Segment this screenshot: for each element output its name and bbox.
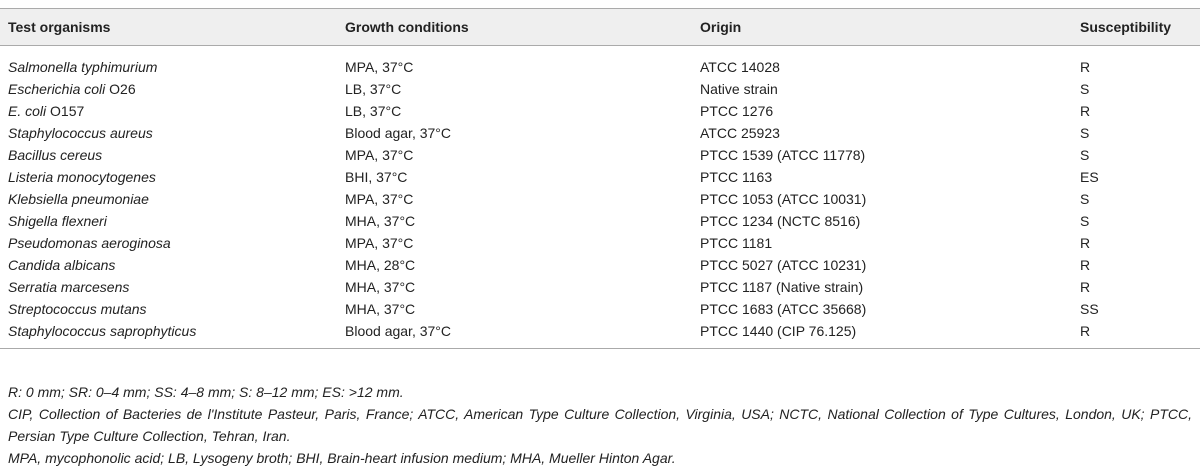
- table-cell: PTCC 1234 (NCTC 8516): [700, 213, 861, 229]
- table-cell: MPA, 37°C: [345, 191, 414, 207]
- table-cell: PTCC 1187 (Native strain): [700, 279, 864, 295]
- table-cell: ATCC 25923: [700, 125, 780, 141]
- header-row: Test organisms Growth conditions Origin Sus…: [0, 8, 1200, 46]
- table-cell: PTCC 1181: [700, 235, 773, 251]
- table-cell: LB, 37°C: [345, 103, 402, 119]
- organism-cell: Shigella flexneri: [0, 210, 337, 232]
- table-cell: S: [1080, 81, 1090, 97]
- table-cell: S: [1080, 125, 1090, 141]
- table-row: Pseudomonas aeroginosa MPA, 37°C PTCC 1181…: [0, 232, 1200, 254]
- table-row: Streptococcus mutans MHA, 37°C PTCC 1683 (…: [0, 298, 1200, 320]
- organism-cell: E. coli O157: [0, 100, 337, 122]
- table-cell: R: [1080, 257, 1091, 273]
- table-row: Listeria monocytogenes BHI, 37°C PTCC 1163…: [0, 166, 1200, 188]
- organism-cell: Candida albicans: [0, 254, 337, 276]
- organism-name: Salmonella typhimurium: [8, 59, 158, 75]
- organism-name: Streptococcus mutans: [8, 301, 147, 317]
- table-cell: PTCC 1440 (CIP 76.125): [700, 323, 857, 339]
- organism-cell: Staphylococcus aureus: [0, 122, 337, 144]
- organism-cell: Serratia marcesens: [0, 276, 337, 298]
- table-cell: MPA, 37°C: [345, 235, 414, 251]
- table-cell: S: [1080, 191, 1090, 207]
- table-cell: MHA, 37°C: [345, 279, 416, 295]
- data-table: Test organisms Growth conditions Origin Sus…: [0, 8, 1200, 349]
- table-wrapper: Test organisms Growth conditions Origin Sus…: [0, 8, 1200, 349]
- table-cell: SS: [1080, 301, 1099, 317]
- table-cell: S: [1080, 147, 1090, 163]
- table-cell: MHA, 28°C: [345, 257, 416, 273]
- organism-cell: Listeria monocytogenes: [0, 166, 337, 188]
- organism-name: Listeria monocytogenes: [8, 169, 156, 185]
- footnote: MPA, mycophonolic acid; LB, Lysogeny bro…: [8, 450, 676, 466]
- strain: O157: [50, 103, 85, 119]
- table-cell: MPA, 37°C: [345, 147, 414, 163]
- organism-name: E. coli: [8, 103, 47, 119]
- table-cell: LB, 37°C: [345, 81, 402, 97]
- organism-name: Pseudomonas aeroginosa: [8, 235, 171, 251]
- table-cell: R: [1080, 103, 1091, 119]
- table-cell: R: [1080, 59, 1091, 75]
- organism-cell: Bacillus cereus: [0, 144, 337, 166]
- table-row: Bacillus cereus MPA, 37°C PTCC 1539 (ATCC …: [0, 144, 1200, 166]
- table-cell: PTCC 1539 (ATCC 11778): [700, 147, 866, 163]
- footnotes: R: 0 mm; SR: 0–4 mm; SS: 4–8 mm; S: 8–12…: [8, 381, 1192, 469]
- organism-cell: Pseudomonas aeroginosa: [0, 232, 337, 254]
- table-cell: PTCC 5027 (ATCC 10231): [700, 257, 867, 273]
- table-row: Staphylococcus aureus Blood agar, 37°C ATC…: [0, 122, 1200, 144]
- table-row: E. coli O157 LB, 37°C PTCC 1276 R: [0, 100, 1200, 122]
- strain: O26: [109, 81, 136, 97]
- organism-cell: Staphylococcus saprophyticus: [0, 320, 337, 349]
- table-cell: MPA, 37°C: [345, 59, 414, 75]
- table-cell: PTCC 1163: [700, 169, 773, 185]
- table-cell: PTCC 1276: [700, 103, 774, 119]
- organism-name: Escherichia coli: [8, 81, 106, 97]
- footnote: CIP, Collection of Bacteries de l'Instit…: [8, 406, 1192, 444]
- organism-cell: Klebsiella pneumoniae: [0, 188, 337, 210]
- footnote: R: 0 mm; SR: 0–4 mm; SS: 4–8 mm; S: 8–12…: [8, 384, 404, 400]
- organism-cell: Salmonella typhimurium: [0, 46, 337, 79]
- table-row: Escherichia coli O26 LB, 37°C Native strai…: [0, 78, 1200, 100]
- organism-cell: Streptococcus mutans: [0, 298, 337, 320]
- organism-name: Klebsiella pneumoniae: [8, 191, 149, 207]
- table-cell: ES: [1080, 169, 1099, 185]
- column-header: Susceptibility: [1080, 19, 1172, 35]
- organism-name: Shigella flexneri: [8, 213, 107, 229]
- table-row: Serratia marcesens MHA, 37°C PTCC 1187 (Na…: [0, 276, 1200, 298]
- table-cell: Native strain: [700, 81, 778, 97]
- table-row: Klebsiella pneumoniae MPA, 37°C PTCC 1053 …: [0, 188, 1200, 210]
- organism-name: Staphylococcus aureus: [8, 125, 153, 141]
- table-row: Staphylococcus saprophyticus Blood agar, …: [0, 320, 1200, 349]
- table-cell: S: [1080, 213, 1090, 229]
- column-header: Growth conditions: [345, 19, 469, 35]
- organism-name: Staphylococcus saprophyticus: [8, 323, 197, 339]
- table-cell: BHI, 37°C: [345, 169, 408, 185]
- organism-cell: Escherichia coli O26: [0, 78, 337, 100]
- column-header: Origin: [700, 19, 742, 35]
- organism-name: Candida albicans: [8, 257, 116, 273]
- column-header: Test organisms: [8, 19, 111, 35]
- table-body: Salmonella typhimurium MPA, 37°C ATCC 1402…: [0, 46, 1200, 349]
- table-row: Shigella flexneri MHA, 37°C PTCC 1234 (NCT…: [0, 210, 1200, 232]
- table-row: Candida albicans MHA, 28°C PTCC 5027 (ATCC…: [0, 254, 1200, 276]
- organism-name: Serratia marcesens: [8, 279, 130, 295]
- table-cell: MHA, 37°C: [345, 301, 416, 317]
- table-cell: MHA, 37°C: [345, 213, 416, 229]
- organism-name: Bacillus cereus: [8, 147, 103, 163]
- table-row: Salmonella typhimurium MPA, 37°C ATCC 1402…: [0, 46, 1200, 79]
- table-cell: R: [1080, 235, 1091, 251]
- table-cell: PTCC 1683 (ATCC 35668): [700, 301, 867, 317]
- table-cell: Blood agar, 37°C: [345, 125, 452, 141]
- table-cell: R: [1080, 279, 1091, 295]
- table-cell: PTCC 1053 (ATCC 10031): [700, 191, 867, 207]
- table-cell: ATCC 14028: [700, 59, 780, 75]
- table-cell: Blood agar, 37°C: [345, 323, 452, 339]
- table-cell: R: [1080, 323, 1091, 339]
